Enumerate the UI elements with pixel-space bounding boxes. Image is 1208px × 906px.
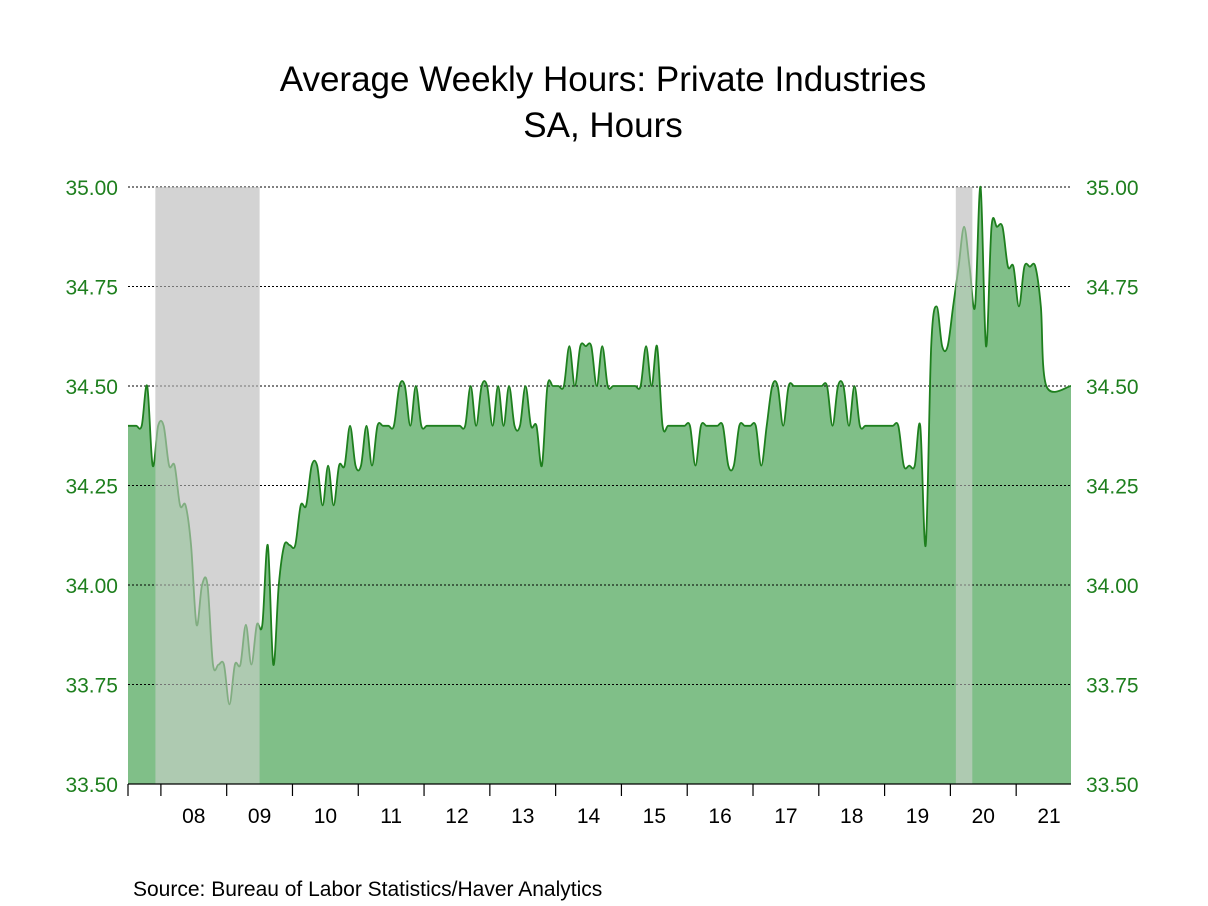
- y-tick-label-left: 34.00: [65, 575, 118, 598]
- y-tick-label-right: 33.50: [1086, 774, 1139, 797]
- x-tick-label: 11: [380, 805, 402, 828]
- y-axis-right: 33.50 33.75 34.00 34.25 34.50 34.75 35.00: [1086, 177, 1139, 797]
- x-tick-label: 18: [840, 805, 863, 828]
- y-tick-label-right: 34.25: [1086, 476, 1139, 499]
- y-tick-label-left: 33.50: [65, 774, 118, 797]
- y-tick-label-left: 34.75: [65, 277, 118, 300]
- x-tick-label: 10: [314, 805, 337, 828]
- x-tick-label: 15: [643, 805, 666, 828]
- recession-overlay: [955, 187, 973, 784]
- y-tick-label-right: 33.75: [1086, 675, 1139, 698]
- source-note: Source: Bureau of Labor Statistics/Haver…: [133, 878, 602, 901]
- x-axis: 08 09 10 11 12 13 14 15 16 17 18 19 20 21: [127, 784, 1061, 828]
- y-axis-left: 33.50 33.75 34.00 34.25 34.50 34.75 35.00: [65, 177, 118, 797]
- area-fill: [128, 186, 1071, 784]
- y-tick-label-right: 34.75: [1086, 277, 1139, 300]
- x-tick-label: 12: [445, 805, 468, 828]
- x-tick-label: 20: [972, 805, 995, 828]
- x-tick-label: 17: [774, 805, 797, 828]
- series-line: [128, 186, 1072, 706]
- chart-title: Average Weekly Hours: Private Industries: [280, 60, 927, 99]
- series-line-path: [128, 186, 1072, 706]
- chart-subtitle: SA, Hours: [523, 106, 683, 145]
- recession-overlays: [155, 187, 973, 784]
- series-area: [128, 186, 1071, 784]
- x-tick-label: 21: [1037, 805, 1060, 828]
- y-tick-label-left: 34.25: [65, 476, 118, 499]
- recession-overlay: [155, 187, 260, 784]
- y-tick-label-right: 35.00: [1086, 177, 1139, 200]
- x-tick-label: 14: [577, 805, 601, 828]
- y-tick-label-right: 34.00: [1086, 575, 1139, 598]
- y-tick-label-left: 35.00: [65, 177, 118, 200]
- x-tick-label: 16: [708, 805, 731, 828]
- y-tick-label-left: 34.50: [65, 376, 118, 399]
- y-tick-label-right: 34.50: [1086, 376, 1139, 399]
- x-tick-label: 08: [182, 805, 205, 828]
- x-tick-label: 09: [248, 805, 271, 828]
- x-tick-label: 13: [511, 805, 534, 828]
- y-tick-label-left: 33.75: [65, 675, 118, 698]
- x-tick-label: 19: [906, 805, 929, 828]
